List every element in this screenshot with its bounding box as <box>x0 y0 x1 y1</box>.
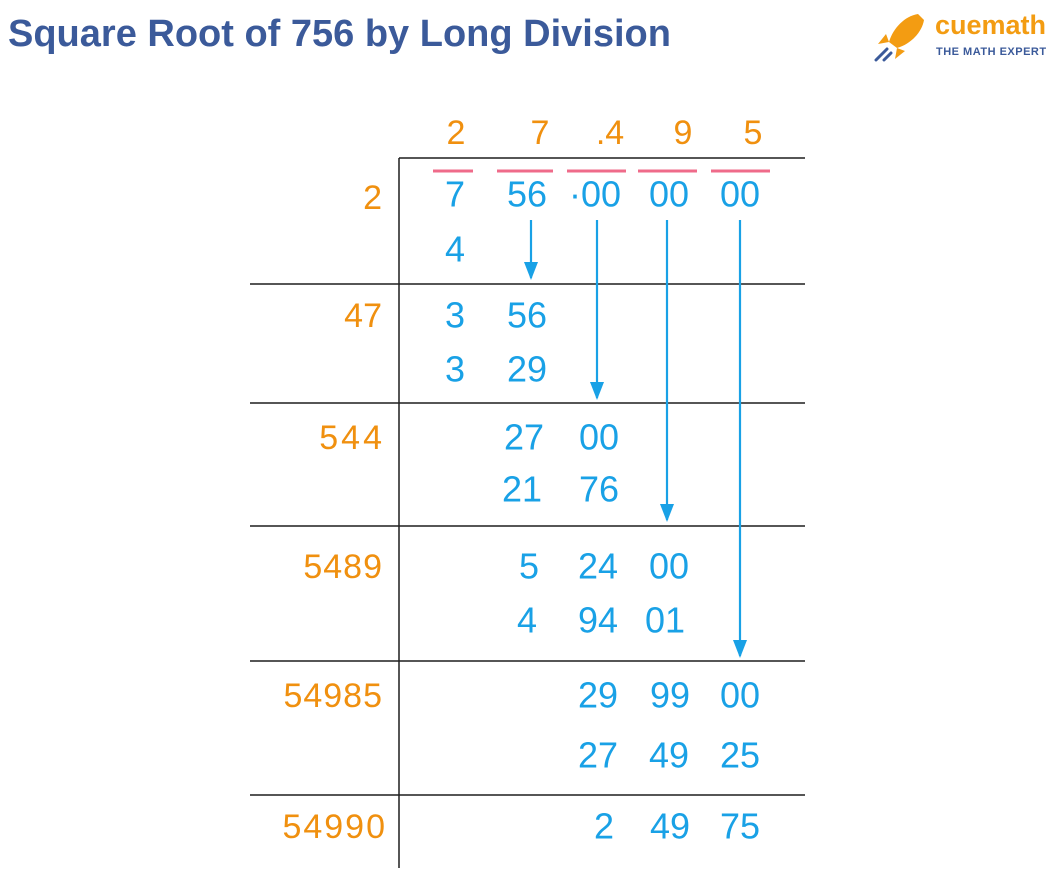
step-value: 27 <box>504 417 544 458</box>
step-value: 00 <box>649 546 689 587</box>
step-value: 29 <box>507 349 547 390</box>
step-value: 56 <box>507 295 547 336</box>
step-value: 99 <box>650 675 690 716</box>
divisor: 544 <box>319 419 385 457</box>
logo-icon <box>874 14 924 62</box>
step-value: 49 <box>649 735 689 776</box>
divisor: 54985 <box>283 677 383 715</box>
dividend-group: 00 <box>720 174 760 215</box>
divisor: 54990 <box>282 808 387 846</box>
logo-text: cuemath <box>935 10 1046 40</box>
step-value: 76 <box>579 469 619 510</box>
quotient-digit: 7 <box>531 114 550 152</box>
logo-tagline: THE MATH EXPERT <box>936 46 1047 58</box>
step-value: 3 <box>445 295 465 336</box>
step-value: 4 <box>445 229 465 270</box>
step-value: 24 <box>578 546 618 587</box>
divisor: 2 <box>363 179 382 217</box>
step-value: 94 <box>578 600 618 641</box>
title: Square Root of 756 by Long Division <box>8 13 671 55</box>
step-value: 49 <box>650 806 690 847</box>
quotient-digit: 9 <box>674 114 693 152</box>
step-value: 4 <box>517 600 537 641</box>
step-value: 2 <box>594 806 614 847</box>
step-value: 00 <box>720 675 760 716</box>
step-value: 25 <box>720 735 760 776</box>
step-value: 75 <box>720 806 760 847</box>
step-value: 29 <box>578 675 618 716</box>
bring-down-arrows <box>524 220 747 658</box>
step-value: 21 <box>502 469 542 510</box>
divisor: 5489 <box>303 548 383 586</box>
quotient-digit: 5 <box>744 114 763 152</box>
step-value: 3 <box>445 349 465 390</box>
quotient-digit: 2 <box>447 114 466 152</box>
dividend-group: 7 <box>445 174 465 215</box>
dividend-group: ·00 <box>569 174 621 215</box>
step-value: 27 <box>578 735 618 776</box>
step-value: 01 <box>645 600 685 641</box>
dividend-group: 00 <box>649 174 689 215</box>
divisor: 47 <box>344 297 382 335</box>
quotient-digit: .4 <box>596 114 624 152</box>
step-value: 5 <box>519 546 539 587</box>
dividend-group: 56 <box>507 174 547 215</box>
step-value: 00 <box>579 417 619 458</box>
